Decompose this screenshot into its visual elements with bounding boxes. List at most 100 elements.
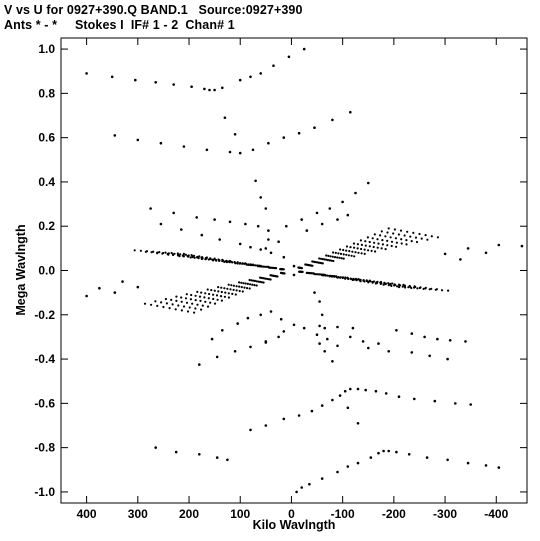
data-point [282, 136, 286, 139]
data-point [323, 258, 326, 261]
data-point [191, 256, 194, 259]
data-point [198, 363, 201, 366]
data-point [254, 179, 257, 183]
data-point [292, 273, 296, 277]
data-point [360, 243, 363, 246]
data-point [259, 196, 263, 199]
data-point [238, 285, 241, 288]
data-point [313, 291, 316, 294]
data-point [200, 257, 203, 261]
data-point [203, 296, 206, 299]
data-point [352, 277, 355, 280]
data-point [256, 265, 259, 268]
data-point [430, 287, 433, 290]
data-point [226, 287, 229, 290]
data-point [333, 256, 337, 259]
data-point [373, 233, 376, 236]
data-point [154, 81, 157, 84]
data-point [446, 357, 449, 361]
y-axis-label: Mega Wavlngth [14, 224, 28, 315]
data-point [206, 288, 209, 291]
data-point [328, 207, 332, 210]
data-point [410, 332, 414, 335]
data-point [210, 337, 214, 341]
data-point [323, 273, 327, 276]
data-point [424, 286, 427, 289]
data-point [227, 292, 230, 295]
data-point [213, 218, 216, 221]
data-point [204, 258, 207, 261]
data-point [323, 326, 327, 330]
data-point [264, 207, 268, 210]
data-point [184, 253, 187, 256]
y-tick-label: -0.8 [34, 441, 55, 455]
data-point [339, 252, 343, 255]
data-point [113, 134, 117, 137]
data-point [292, 264, 296, 268]
data-point [236, 322, 239, 325]
data-point [372, 245, 375, 249]
data-point [403, 234, 406, 237]
data-point [240, 286, 243, 289]
data-point [85, 294, 88, 298]
data-point [175, 299, 178, 302]
data-point [244, 222, 247, 226]
data-point [249, 75, 252, 79]
data-point [200, 291, 203, 294]
x-tick-label: -200 [382, 507, 406, 521]
data-point [331, 360, 334, 363]
data-point [381, 243, 384, 246]
data-point [156, 304, 159, 307]
data-point [133, 249, 136, 252]
data-point [361, 340, 365, 343]
data-point [352, 242, 356, 245]
data-point [238, 262, 241, 265]
data-point [249, 345, 252, 349]
data-point [383, 281, 386, 284]
data-point [430, 235, 433, 238]
data-point [159, 141, 163, 145]
data-point [206, 305, 210, 308]
data-point [320, 222, 324, 226]
data-point [393, 283, 396, 286]
data-point [240, 281, 243, 284]
data-point [85, 72, 88, 75]
data-point [332, 259, 335, 263]
data-point [386, 231, 389, 234]
data-point [150, 251, 153, 254]
data-point [349, 335, 352, 339]
data-point [320, 404, 324, 407]
data-point [318, 324, 321, 328]
data-point [282, 255, 286, 259]
data-point [346, 406, 350, 410]
data-point [336, 344, 339, 348]
data-point [393, 228, 396, 231]
data-point [323, 350, 327, 353]
data-point [349, 277, 352, 280]
x-tick-label: 200 [179, 507, 199, 521]
data-point [319, 257, 323, 260]
data-point [350, 254, 353, 257]
data-point [425, 456, 429, 459]
data-point [368, 240, 371, 244]
data-point [246, 287, 249, 290]
data-point [179, 253, 182, 256]
data-point [410, 286, 413, 290]
data-point [259, 280, 262, 283]
data-point [331, 255, 334, 258]
data-point [325, 258, 328, 261]
data-point [342, 248, 345, 252]
data-point [369, 456, 373, 459]
data-point [182, 145, 186, 148]
data-point [212, 297, 215, 301]
data-point [215, 294, 219, 297]
data-point [342, 253, 345, 256]
data-point [387, 449, 391, 453]
data-point [391, 282, 394, 285]
data-point [226, 458, 229, 462]
data-point [405, 239, 408, 242]
data-point [260, 281, 263, 284]
data-point [380, 230, 383, 233]
data-point [367, 346, 370, 350]
data-point [360, 252, 363, 255]
